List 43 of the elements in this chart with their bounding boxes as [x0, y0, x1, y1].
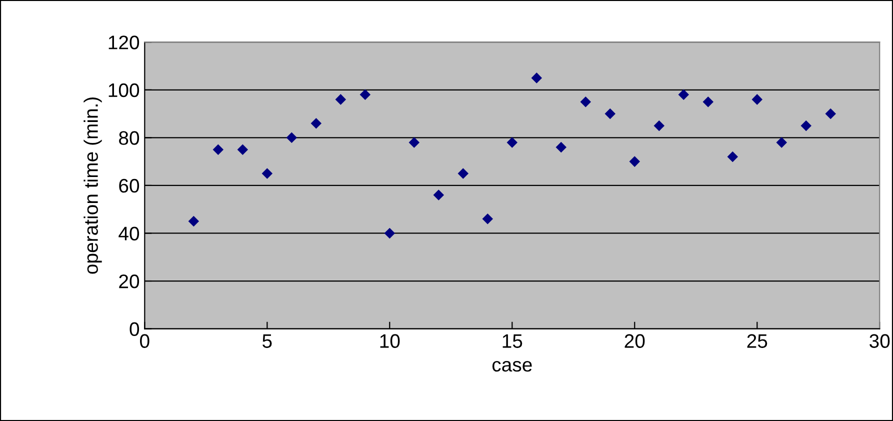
y-tick-label: 20: [119, 274, 140, 288]
point: [800, 120, 812, 132]
point: [384, 228, 396, 239]
x-tick-label: 25: [747, 334, 768, 348]
point: [629, 156, 640, 167]
point: [310, 118, 322, 129]
y-tick-label: 40: [118, 226, 140, 240]
point: [458, 168, 469, 179]
point: [262, 168, 273, 179]
point: [752, 94, 762, 105]
point: [408, 137, 420, 148]
y-tick-label: 80: [119, 131, 140, 145]
point: [188, 216, 200, 227]
point: [702, 96, 714, 108]
point: [237, 144, 248, 155]
point: [776, 137, 787, 148]
point: [825, 108, 836, 120]
point: [506, 137, 518, 148]
x-axis-title: case: [492, 360, 532, 372]
point: [212, 144, 224, 155]
point: [335, 94, 346, 105]
x-tick-label: 5: [262, 334, 272, 348]
point: [360, 89, 371, 100]
x-tick-label: 20: [624, 334, 645, 348]
y-tick-label: 60: [119, 178, 140, 193]
y-tick-label: 0: [130, 322, 140, 336]
point: [433, 190, 444, 200]
point: [678, 89, 689, 100]
point: [727, 151, 738, 162]
x-tick-label: 10: [380, 334, 400, 348]
point: [580, 96, 592, 108]
point: [654, 120, 665, 132]
y-axis-title: operation time (min.): [84, 98, 102, 274]
x-tick-label: 15: [502, 334, 522, 348]
point: [604, 108, 616, 120]
x-tick-label: 30: [870, 334, 890, 348]
x-tick-label: 0: [140, 334, 150, 348]
y-tick-label: 100: [108, 83, 140, 98]
y-tick-label: 120: [108, 36, 140, 50]
point: [556, 142, 567, 153]
point: [531, 72, 542, 84]
point: [286, 132, 298, 144]
point: [482, 214, 494, 224]
